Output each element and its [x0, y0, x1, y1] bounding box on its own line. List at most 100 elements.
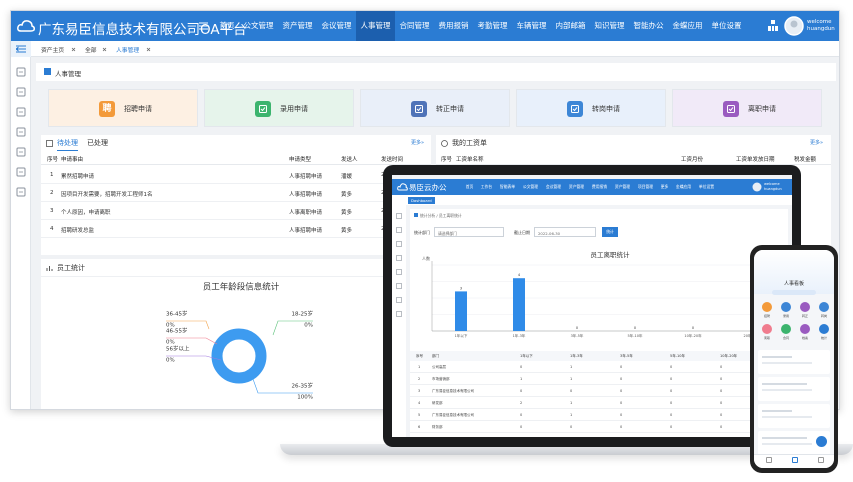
leader-line — [166, 337, 218, 345]
avatar — [752, 182, 762, 192]
todo-tab[interactable]: 已处理 — [87, 139, 108, 147]
laptop-menu-item[interactable]: 金蝶应用 — [675, 184, 692, 189]
shortcut-card[interactable]: 转岗申请 — [516, 89, 666, 127]
laptop-menu-item[interactable]: 资产管理 — [568, 184, 585, 189]
laptop-menu-item[interactable]: 资产管理 — [614, 184, 631, 189]
laptop-menu-item[interactable]: 会议管理 — [545, 184, 562, 189]
menu-item[interactable]: 首页 — [219, 21, 235, 30]
menu-item[interactable]: 车辆管理 — [516, 21, 547, 30]
shortcut-card[interactable]: 聘 招聘申请 — [48, 89, 198, 127]
phone-card-line — [762, 356, 792, 358]
menu-item[interactable]: 智能办公 — [633, 21, 664, 30]
laptop-menu-item[interactable]: 工作台 — [480, 184, 493, 189]
phone-fab[interactable] — [816, 436, 827, 447]
phone-tab-icon[interactable] — [766, 457, 772, 463]
table-cell: 黄多 — [341, 192, 353, 198]
page-tab[interactable]: 资产主页 — [41, 41, 85, 57]
table-cell: 6 — [418, 425, 421, 429]
user-welcome[interactable]: welcome — [807, 19, 832, 25]
laptop-menu-item[interactable]: 智能表单 — [499, 184, 516, 189]
laptop-table-row: 4 研发部 2 1 0 0 0 — [410, 397, 788, 409]
laptop-menu-item[interactable]: 更多 — [660, 184, 669, 189]
close-icon — [146, 47, 151, 51]
pie-label: 36-45岁 — [166, 310, 187, 318]
filter-select[interactable]: 请选择部门 — [434, 227, 504, 237]
phone-app-icon[interactable] — [781, 324, 791, 334]
laptop-nav: 易臣云办公 首页 工作台 智能表单 公文管理 会议管理 资产管理 费用报销 资产管理 项目管理 更多… — [392, 179, 792, 195]
shortcut-card[interactable]: 转正申请 — [360, 89, 510, 127]
phone-app-icon[interactable] — [800, 302, 810, 312]
laptop-menu-item[interactable]: 项目管理 — [637, 184, 654, 189]
header-rule — [41, 164, 431, 165]
menu-item[interactable]: 知识管理 — [594, 21, 625, 30]
phone-app-icon[interactable] — [781, 302, 791, 312]
table-header: 序号 — [416, 354, 423, 358]
shortcut-card[interactable]: 录用申请 — [204, 89, 354, 127]
phone-app-icon[interactable] — [819, 302, 829, 312]
menu-item[interactable]: 会议管理 — [321, 21, 352, 30]
todo-row[interactable]: 4招聘研发总监人事招聘申请黄多20 — [41, 220, 431, 238]
sidebar-icon-shape — [396, 213, 402, 219]
menu-item[interactable]: 内部邮箱 — [555, 21, 586, 30]
menu-item[interactable]: 单位设置 — [711, 21, 742, 30]
user-welcome[interactable]: welcome — [764, 182, 780, 186]
table-cell: 0 — [620, 377, 623, 381]
table-cell: 黄多 — [341, 210, 353, 216]
table-header: 发送时间 — [381, 157, 404, 163]
more-link[interactable]: 更多» — [810, 140, 824, 146]
todo-row[interactable]: 1累然招聘申请人事招聘申请潘媛20 — [41, 166, 431, 184]
menu-item[interactable]: 公文管理 — [243, 21, 274, 30]
shortcut-card[interactable]: 离职申请 — [672, 89, 822, 127]
todo-icon — [46, 140, 53, 147]
laptop-frame: 易臣云办公 首页 工作台 智能表单 公文管理 会议管理 资产管理 费用报销 资产管理 项目管理 更多… — [383, 165, 801, 447]
table-cell: 0 — [620, 389, 623, 393]
user-name[interactable]: huangdun — [807, 26, 835, 32]
filter-date[interactable]: 2022-06-30 — [534, 227, 596, 237]
phone-tab-icon[interactable] — [818, 457, 824, 463]
phone-app-label: 档案 — [801, 336, 808, 340]
page-tab-label: 资产主页 — [41, 48, 65, 54]
sidebar-icon-shape — [396, 269, 402, 275]
phone-app-icon[interactable] — [762, 302, 772, 312]
salary-icon-shape — [441, 140, 448, 147]
laptop-menu-item[interactable]: 费用报销 — [591, 184, 608, 189]
sidebar — [11, 57, 31, 409]
user-name[interactable]: huangdun — [764, 187, 782, 191]
todo-tab[interactable]: 待处理 — [57, 138, 78, 151]
menu-item[interactable]: 费用报销 — [438, 21, 469, 30]
phone-frame: 人事看板 招聘 录用 转正 转岗 离职 合同 档案 统计 — [750, 245, 838, 473]
pie-value-label: 0% — [304, 323, 313, 329]
org-icon — [768, 20, 778, 31]
laptop-menu-item[interactable]: 首页 — [465, 184, 474, 189]
menu-item[interactable]: 人事管理 — [356, 11, 395, 41]
laptop-table-row: 1 公司高层 0 1 0 0 0 — [410, 361, 788, 373]
sidebar-toggle[interactable] — [11, 41, 31, 57]
phone-app-icon[interactable] — [819, 324, 829, 334]
close-cross — [146, 47, 151, 51]
laptop-menu-item[interactable]: 公文管理 — [522, 184, 539, 189]
table-cell: 1 — [570, 413, 573, 417]
phone-tab-icon[interactable] — [792, 457, 798, 463]
laptop-breadcrumb: 统计分析 / 员工离职统计 — [420, 212, 462, 218]
table-header: 10年-20年 — [720, 354, 738, 358]
phone-app-icon[interactable] — [800, 324, 810, 334]
glyph-mark — [572, 107, 578, 112]
close-cross — [71, 47, 76, 51]
page-tab[interactable]: 人事管理 — [116, 41, 160, 57]
menu-item[interactable]: 资产管理 — [282, 21, 313, 30]
laptop-tab[interactable]: Dashboard — [408, 196, 435, 204]
page-tab[interactable]: 全部 — [85, 41, 116, 57]
phone-app-icon[interactable] — [762, 324, 772, 334]
more-link[interactable]: 更多» — [411, 140, 425, 146]
menu-item[interactable]: 考勤管理 — [477, 21, 508, 30]
table-cell: 1 — [570, 365, 573, 369]
glyph-shape — [415, 105, 423, 113]
page-tab-label: 全部 — [85, 48, 97, 54]
laptop-menu-item[interactable]: 单位设置 — [698, 184, 715, 189]
sidebar-icon — [396, 297, 402, 303]
menu-item[interactable]: 金蝶应用 — [672, 21, 703, 30]
menu-item[interactable]: 合同管理 — [399, 21, 430, 30]
filter-button[interactable]: 统计 — [602, 227, 618, 237]
